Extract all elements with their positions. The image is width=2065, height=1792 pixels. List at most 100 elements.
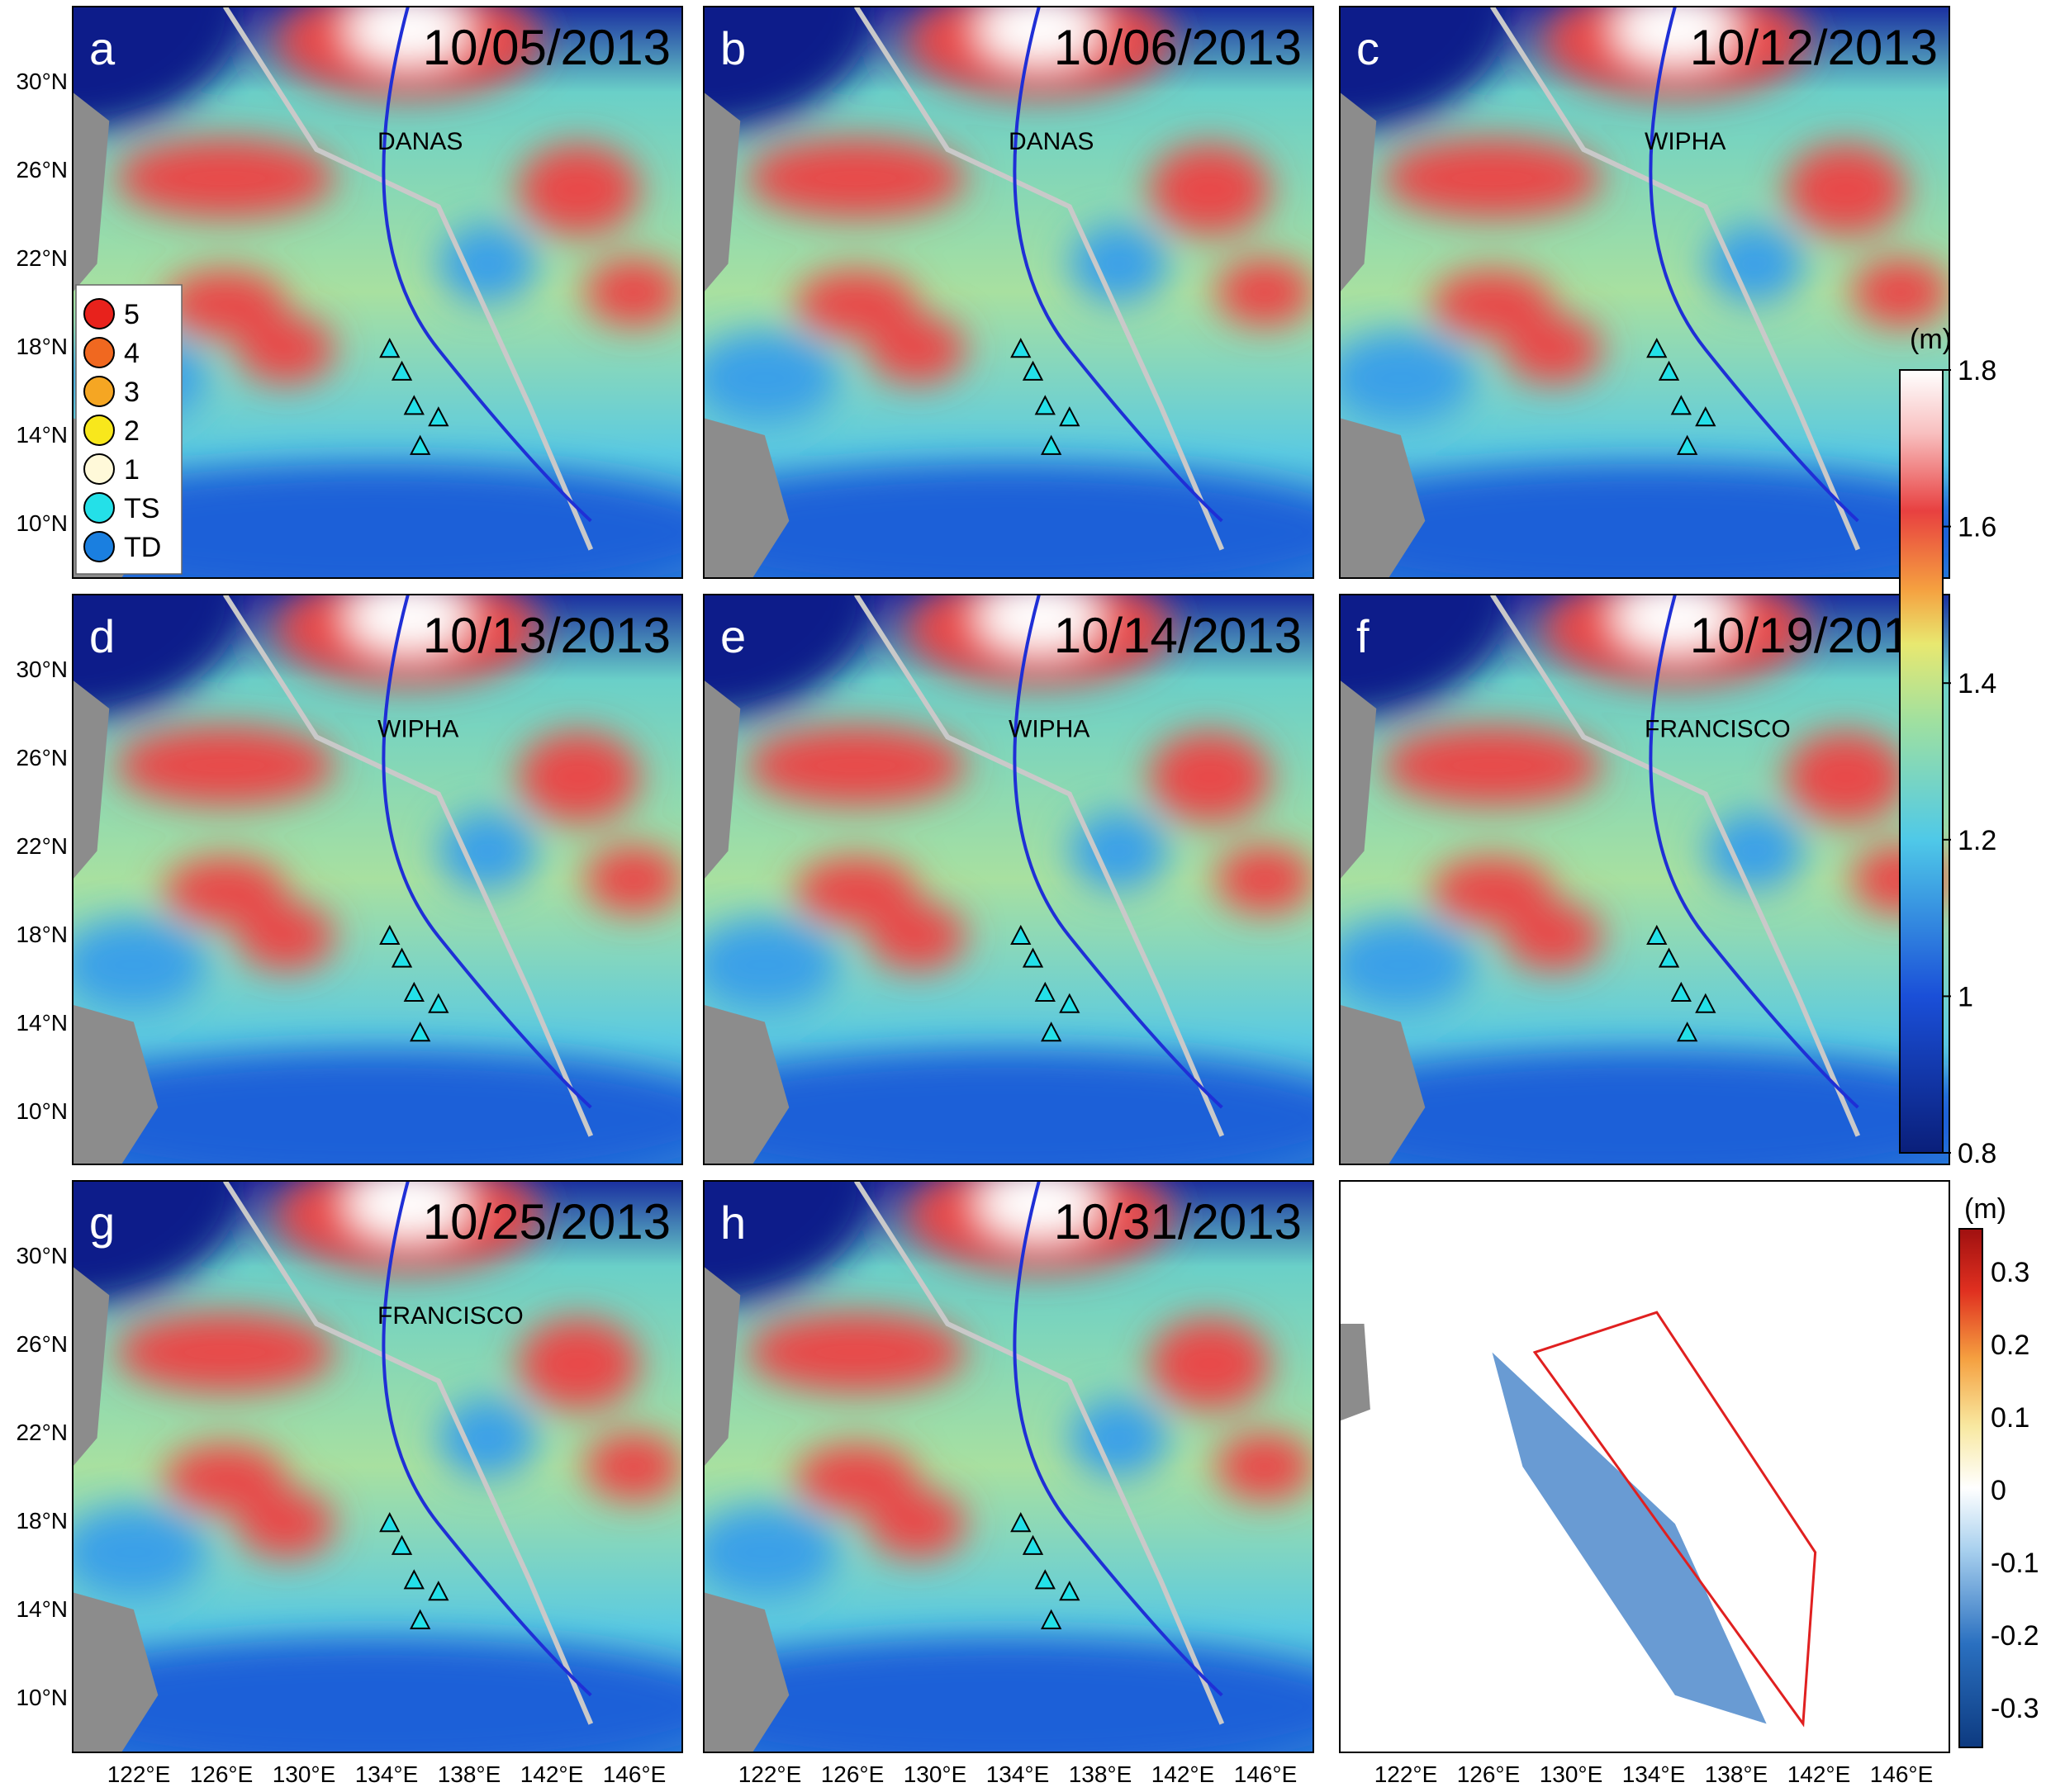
panel-date: 10/14/2013 [1054, 608, 1302, 663]
ssh-blob [1340, 7, 1511, 133]
station-marker [410, 1022, 431, 1042]
station-marker [1670, 395, 1692, 415]
station-marker [379, 338, 401, 358]
ssh-blob [1614, 7, 1736, 64]
panel-letter: g [89, 1197, 115, 1249]
typhoon-track [1649, 7, 1859, 523]
x-tick-label: 130°E [1540, 1761, 1603, 1787]
station-marker [1059, 993, 1080, 1013]
y-tick-label: 26°N [16, 1331, 68, 1357]
ssh-blob [164, 856, 287, 926]
panel-date: 10/12/2013 [1690, 20, 1938, 75]
ssh-blob [347, 7, 469, 64]
storm-name: WIPHA [1645, 128, 1726, 155]
ssh-blob [517, 1318, 640, 1410]
station-marker [1010, 338, 1032, 358]
ssh-blob [438, 1397, 536, 1478]
station-marker [1059, 1581, 1080, 1601]
panel-letter: a [89, 22, 116, 74]
panel-f: f 10/19/2013 FRANCISCO [1339, 594, 1950, 1165]
x-tick-label: 146°E [1870, 1761, 1934, 1787]
y-tick-label: 22°N [16, 833, 68, 859]
land-philippines [704, 1004, 790, 1164]
y-tick-label: 10°N [16, 1685, 68, 1710]
panel-letter: h [720, 1197, 746, 1249]
ssh-blob [1069, 1397, 1167, 1478]
panel-grid: a 10/05/2013 DANAS b 10/06/2013 DANAS c 10/12/2… [16, 6, 1950, 1787]
legend-label: 3 [124, 377, 140, 408]
ssh-blob [704, 919, 838, 1011]
station-marker [428, 406, 449, 427]
ssh-blob [1705, 811, 1803, 891]
ssh-blob [1784, 144, 1907, 235]
panel-letter: e [720, 610, 746, 662]
anomaly-colorbar: (m) 0.3 0.2 0.1 0 -0.1 -0.2 -0.3 [1958, 1193, 2039, 1748]
previous-track [222, 1181, 594, 1725]
ssh-blob [1504, 315, 1602, 384]
station-marker [1670, 981, 1692, 1002]
panel-frame [703, 1180, 1314, 1753]
y-tick-label: 14°N [16, 1010, 68, 1036]
ssh-blob [517, 144, 640, 235]
ssh-blob [73, 595, 244, 720]
ssh-blob [237, 902, 335, 971]
storm-name: WIPHA [377, 716, 458, 743]
station-marker [1695, 406, 1716, 427]
x-tick-label: 134°E [1622, 1761, 1686, 1787]
station-marker [1022, 1534, 1044, 1555]
ssh-blob [1504, 902, 1602, 971]
land-mass [1340, 680, 1377, 879]
panel-g: g 10/25/2013 FRANCISCO [72, 1180, 683, 1753]
ssh-blob [1614, 595, 1736, 652]
ssh-blob [73, 1181, 244, 1307]
y-tick-label: 18°N [16, 1508, 68, 1534]
colorbar-tick-label: 0 [1991, 1475, 2006, 1506]
x-tick-label: 142°E [520, 1761, 584, 1787]
colorbar-tick-label: 0.1 [1991, 1402, 2029, 1434]
legend-swatch [83, 376, 115, 407]
station-marker [410, 434, 431, 455]
legend-label: TS [124, 493, 159, 524]
y-tick-label: 30°N [16, 1243, 68, 1268]
station-marker [391, 360, 413, 381]
colorbar-tick-label: -0.1 [1991, 1548, 2039, 1579]
typhoon-track [382, 7, 592, 523]
panel-frame [1339, 6, 1950, 579]
ssh-blob [237, 315, 335, 384]
typhoon-track [1013, 7, 1223, 523]
ssh-blob [517, 731, 640, 823]
previous-track [222, 7, 594, 551]
x-tick-label: 122°E [1374, 1761, 1438, 1787]
y-tick-label: 10°N [16, 1098, 68, 1124]
station-marker [1041, 434, 1062, 455]
station-marker [1646, 338, 1668, 358]
storm-name: DANAS [1009, 128, 1094, 155]
ssh-blob [746, 138, 966, 219]
x-tick-label: 126°E [1457, 1761, 1521, 1787]
panel-letter: c [1356, 22, 1379, 74]
y-tick-label: 30°N [16, 657, 68, 682]
land-mass [1340, 1324, 1370, 1421]
ssh-blob [1215, 258, 1313, 327]
panel-i: i [1339, 1180, 1950, 1753]
station-marker [403, 981, 425, 1002]
legend-swatch [83, 337, 115, 368]
colorbar-tick-label: -0.3 [1991, 1693, 2039, 1724]
typhoon-track [382, 595, 592, 1109]
ssh-blob [1340, 595, 1511, 720]
ssh-blob [795, 856, 918, 926]
ssh-blob [1340, 919, 1474, 1011]
ssh-blob [868, 1489, 966, 1558]
station-marker [379, 1512, 401, 1533]
ssh-blob [438, 223, 536, 304]
colorbar-tick-label: 1.2 [1958, 825, 1996, 856]
ssh-blob [584, 845, 682, 914]
ssh-blob [704, 1506, 838, 1599]
panel-date: 10/05/2013 [423, 20, 671, 75]
x-tick-label: 142°E [1151, 1761, 1215, 1787]
y-tick-label: 14°N [16, 422, 68, 448]
typhoon-track [382, 1181, 592, 1697]
ssh-blob [164, 1444, 287, 1513]
land-philippines [704, 1592, 790, 1752]
ssh-blob [73, 1050, 682, 1164]
